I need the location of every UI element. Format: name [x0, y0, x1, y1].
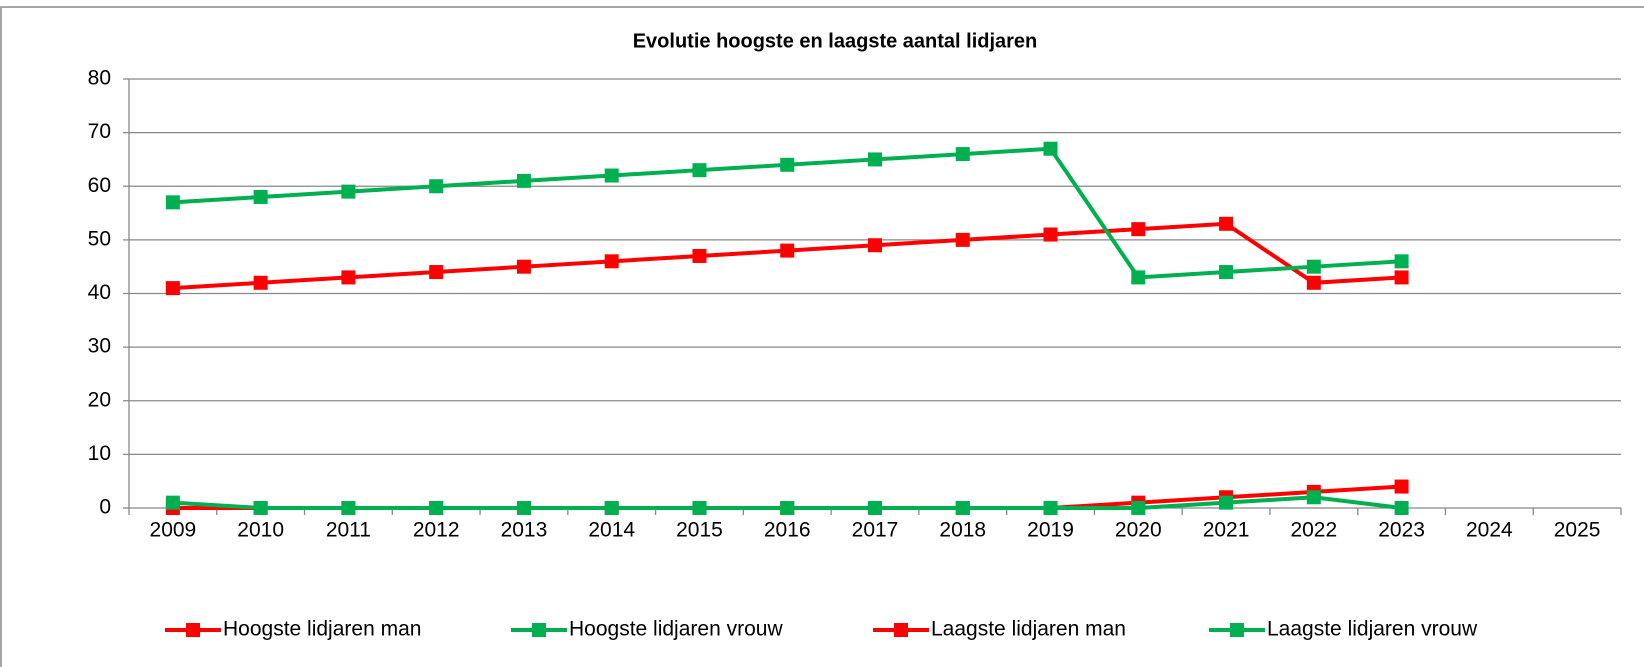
y-tick-label: 70 — [88, 120, 111, 143]
y-tick-label: 20 — [88, 388, 111, 411]
data-point — [955, 501, 970, 515]
data-point — [165, 281, 180, 296]
data-point — [692, 163, 707, 178]
y-tick-label: 80 — [88, 67, 111, 90]
data-point — [429, 501, 444, 515]
x-tick-label: 2024 — [1466, 519, 1513, 542]
data-point — [868, 152, 882, 167]
x-tick-label: 2021 — [1203, 519, 1250, 542]
legend-label: Hoogste lidjaren vrouw — [569, 618, 783, 641]
data-point — [1306, 490, 1321, 505]
data-point — [604, 501, 619, 515]
x-tick-label: 2012 — [413, 519, 460, 542]
data-point — [868, 238, 882, 253]
y-tick-label: 60 — [88, 174, 111, 197]
data-point — [1043, 227, 1058, 242]
data-point — [341, 184, 356, 199]
y-tick-label: 30 — [88, 335, 111, 358]
y-tick-label: 10 — [88, 442, 111, 465]
data-point — [341, 501, 356, 515]
y-tick-label: 50 — [88, 227, 111, 250]
x-tick-label: 2013 — [501, 519, 548, 542]
data-point — [604, 168, 619, 183]
data-point — [1131, 222, 1146, 237]
data-point — [604, 254, 619, 269]
data-point — [1131, 270, 1146, 285]
data-point — [692, 501, 707, 515]
data-point — [780, 243, 795, 258]
data-point — [868, 501, 882, 515]
data-point — [429, 265, 444, 280]
data-point — [253, 275, 268, 290]
x-tick-label: 2020 — [1115, 519, 1162, 542]
data-point — [1043, 141, 1058, 156]
legend-marker — [186, 623, 200, 637]
legend-label: Laagste lidjaren vrouw — [1267, 618, 1478, 641]
legend-label: Hoogste lidjaren man — [223, 618, 421, 641]
data-point — [1394, 254, 1409, 269]
data-point — [955, 147, 970, 162]
data-point — [1306, 259, 1321, 274]
x-tick-label: 2018 — [939, 519, 986, 542]
data-point — [1394, 501, 1409, 515]
data-point — [165, 495, 180, 510]
data-point — [253, 501, 268, 515]
x-tick-label: 2015 — [676, 519, 723, 542]
data-point — [955, 232, 970, 247]
data-point — [780, 501, 795, 515]
data-point — [1219, 265, 1234, 280]
chart-title: Evolutie hoogste en laagste aantal lidja… — [633, 30, 1038, 52]
data-point — [1043, 501, 1058, 515]
data-point — [692, 248, 707, 263]
data-point — [1131, 501, 1146, 515]
x-tick-label: 2009 — [150, 519, 197, 542]
data-point — [1394, 270, 1409, 285]
legend-marker — [894, 623, 908, 637]
data-point — [516, 259, 531, 274]
chart-border — [0, 6, 1644, 667]
legend-marker — [532, 623, 546, 637]
data-point — [1394, 479, 1409, 494]
y-tick-label: 40 — [88, 281, 111, 304]
data-point — [516, 173, 531, 188]
x-tick-label: 2011 — [326, 519, 371, 542]
data-point — [341, 270, 356, 285]
data-point — [516, 501, 531, 515]
data-point — [253, 189, 268, 204]
y-tick-label: 0 — [99, 496, 111, 519]
data-point — [429, 179, 444, 194]
x-tick-label: 2010 — [237, 519, 284, 542]
legend-label: Laagste lidjaren man — [931, 618, 1126, 641]
x-tick-label: 2019 — [1027, 519, 1074, 542]
data-point — [1219, 495, 1234, 510]
x-tick-label: 2022 — [1290, 519, 1337, 542]
x-tick-label: 2014 — [588, 519, 635, 542]
x-tick-label: 2017 — [852, 519, 899, 542]
data-point — [165, 195, 180, 210]
x-tick-label: 2023 — [1378, 519, 1425, 542]
legend-marker — [1230, 623, 1244, 637]
x-tick-label: 2025 — [1554, 519, 1601, 542]
x-tick-label: 2016 — [764, 519, 811, 542]
data-point — [780, 157, 795, 172]
data-point — [1306, 275, 1321, 290]
data-point — [1219, 216, 1234, 231]
